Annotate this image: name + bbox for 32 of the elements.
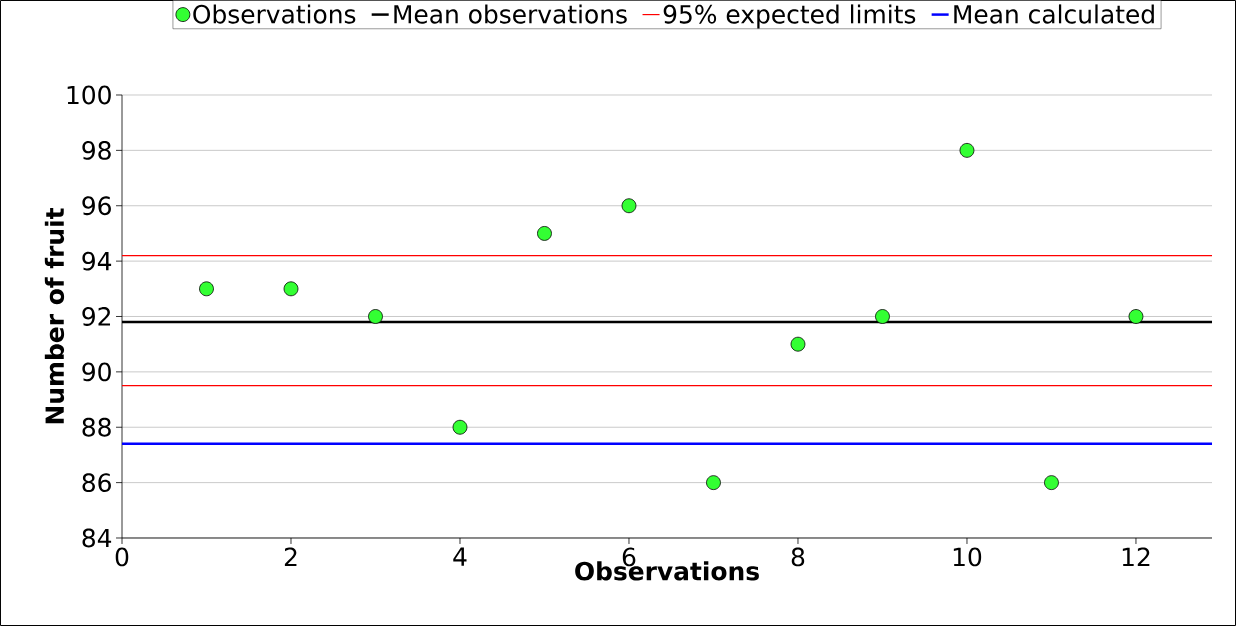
y-axis-title: Number of fruit (44, 208, 65, 424)
y-tick-label: 100 (67, 85, 111, 105)
x-tick-label: 8 (791, 547, 805, 567)
x-tick-label: 12 (1122, 547, 1150, 566)
point (199, 281, 214, 297)
legend-label: 95% expected limits (663, 4, 916, 29)
point (452, 419, 468, 435)
y-tick-label: 94 (82, 251, 112, 271)
y-tick-label: 92 (82, 307, 111, 326)
x-tick-label: 0 (115, 547, 129, 567)
point (959, 143, 975, 158)
y-tick-label: 84 (82, 528, 112, 548)
x-tick-label: 10 (953, 547, 982, 567)
point (368, 309, 383, 324)
point (1044, 475, 1059, 490)
y-tick-label: 86 (82, 473, 111, 493)
x-tick-label: 4 (453, 547, 467, 566)
legend-label: Mean calculated (954, 4, 1154, 24)
point (283, 281, 299, 297)
y-tick-label: 98 (82, 140, 111, 160)
point (621, 198, 637, 214)
point (706, 475, 721, 490)
point (790, 336, 806, 352)
y-tick-label: 96 (82, 196, 111, 216)
legend-label: Mean observations (394, 4, 627, 24)
y-tick-label: 90 (82, 362, 111, 382)
point (875, 309, 890, 324)
point (537, 226, 552, 241)
x-tick-label: 2 (284, 547, 297, 566)
legend-label: Observations (193, 4, 356, 24)
point (1128, 309, 1144, 324)
y-tick-label: 88 (82, 417, 111, 437)
